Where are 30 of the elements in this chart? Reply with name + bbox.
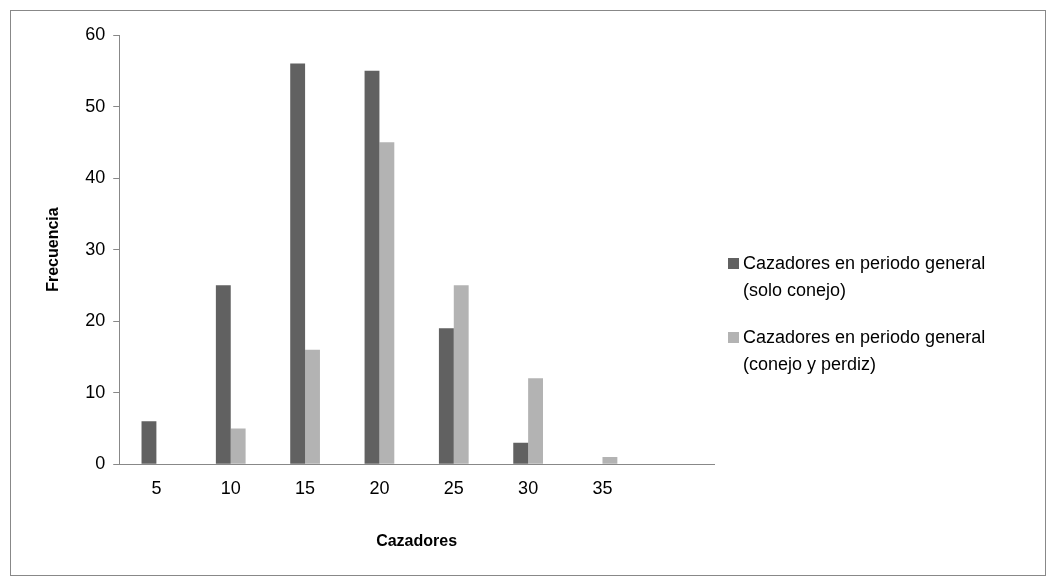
x-tick-label: 25 xyxy=(443,477,464,498)
y-tick-label: 30 xyxy=(85,238,106,259)
bar xyxy=(364,70,380,464)
bar xyxy=(230,428,246,464)
bar xyxy=(379,142,395,464)
x-tick-label: 5 xyxy=(151,477,162,498)
y-tick-label: 40 xyxy=(85,167,106,188)
x-tick-label: 35 xyxy=(592,477,613,498)
y-tick-label: 50 xyxy=(85,95,106,116)
bar xyxy=(141,421,157,464)
bar xyxy=(215,285,231,464)
bar xyxy=(453,285,469,464)
y-axis-title: Frecuencia xyxy=(44,207,62,292)
bar xyxy=(290,63,306,464)
x-tick-label: 10 xyxy=(220,477,241,498)
y-tick-label: 20 xyxy=(85,310,106,331)
legend-label: Cazadores en periodo general (conejo y perdiz) xyxy=(743,326,987,376)
y-tick-label: 0 xyxy=(95,453,106,474)
x-tick-label: 15 xyxy=(295,477,316,498)
x-tick-label: 20 xyxy=(369,477,390,498)
bar xyxy=(438,328,454,464)
bar xyxy=(305,349,320,464)
legend-label: Cazadores en periodo general (solo conejo) xyxy=(743,252,987,302)
bar xyxy=(602,457,618,464)
x-tick-label: 30 xyxy=(518,477,539,498)
x-axis-title: Cazadores xyxy=(376,531,458,549)
y-tick-label: 10 xyxy=(85,381,106,402)
y-tick-label: 60 xyxy=(85,23,106,44)
bar xyxy=(528,378,543,464)
bar xyxy=(513,442,529,464)
